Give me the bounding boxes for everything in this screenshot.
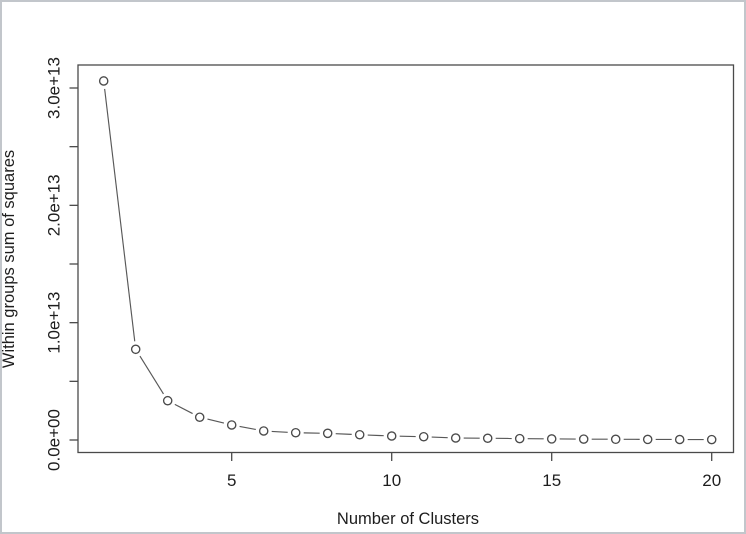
x-axis-title: Number of Clusters [337,510,479,528]
data-point [130,344,141,355]
series-segment [367,434,384,437]
data-point [226,420,237,430]
series-segment [139,355,164,395]
x-axis-tick-label: 10 [382,471,401,490]
series-segment [104,88,136,342]
data-point [482,433,493,444]
data-point [514,433,525,444]
data-point [610,434,621,445]
axes: 5 10 15 20 0.0e+00 1.0e+13 2.0e+13 3.0e+13 [45,57,735,490]
y-axis-tick-label: 0.0e+00 [45,409,64,471]
data-point [194,412,205,423]
data-point [418,431,429,442]
y-axis-tick-label: 2.0e+13 [45,174,64,236]
series-within-groups-ss [98,76,717,445]
data-point [354,429,365,440]
data-point [322,428,333,439]
x-axis-tick-label: 20 [702,471,721,490]
series-segment [207,418,225,424]
series-segment [271,430,288,433]
plot-area-border [77,64,735,454]
data-point [546,434,557,444]
series-segment [239,425,256,431]
data-point [706,434,717,445]
series-segment [174,403,193,415]
data-point [450,433,461,443]
data-point [578,434,589,444]
x-axis-tick-label: 15 [542,471,561,490]
x-axis-tick-label: 5 [227,471,236,490]
y-axis-title: Within groups sum of squares [0,150,18,368]
series-segment [431,436,448,439]
data-point [258,426,269,436]
y-axis-tick-label: 3.0e+13 [45,57,64,119]
series-segment [335,433,352,435]
y-axis-tick-label: 1.0e+13 [45,292,64,354]
data-point [386,431,397,441]
data-point [98,76,109,86]
data-point [674,434,685,445]
data-point [162,395,173,406]
data-point [642,434,653,445]
data-point [290,427,301,438]
